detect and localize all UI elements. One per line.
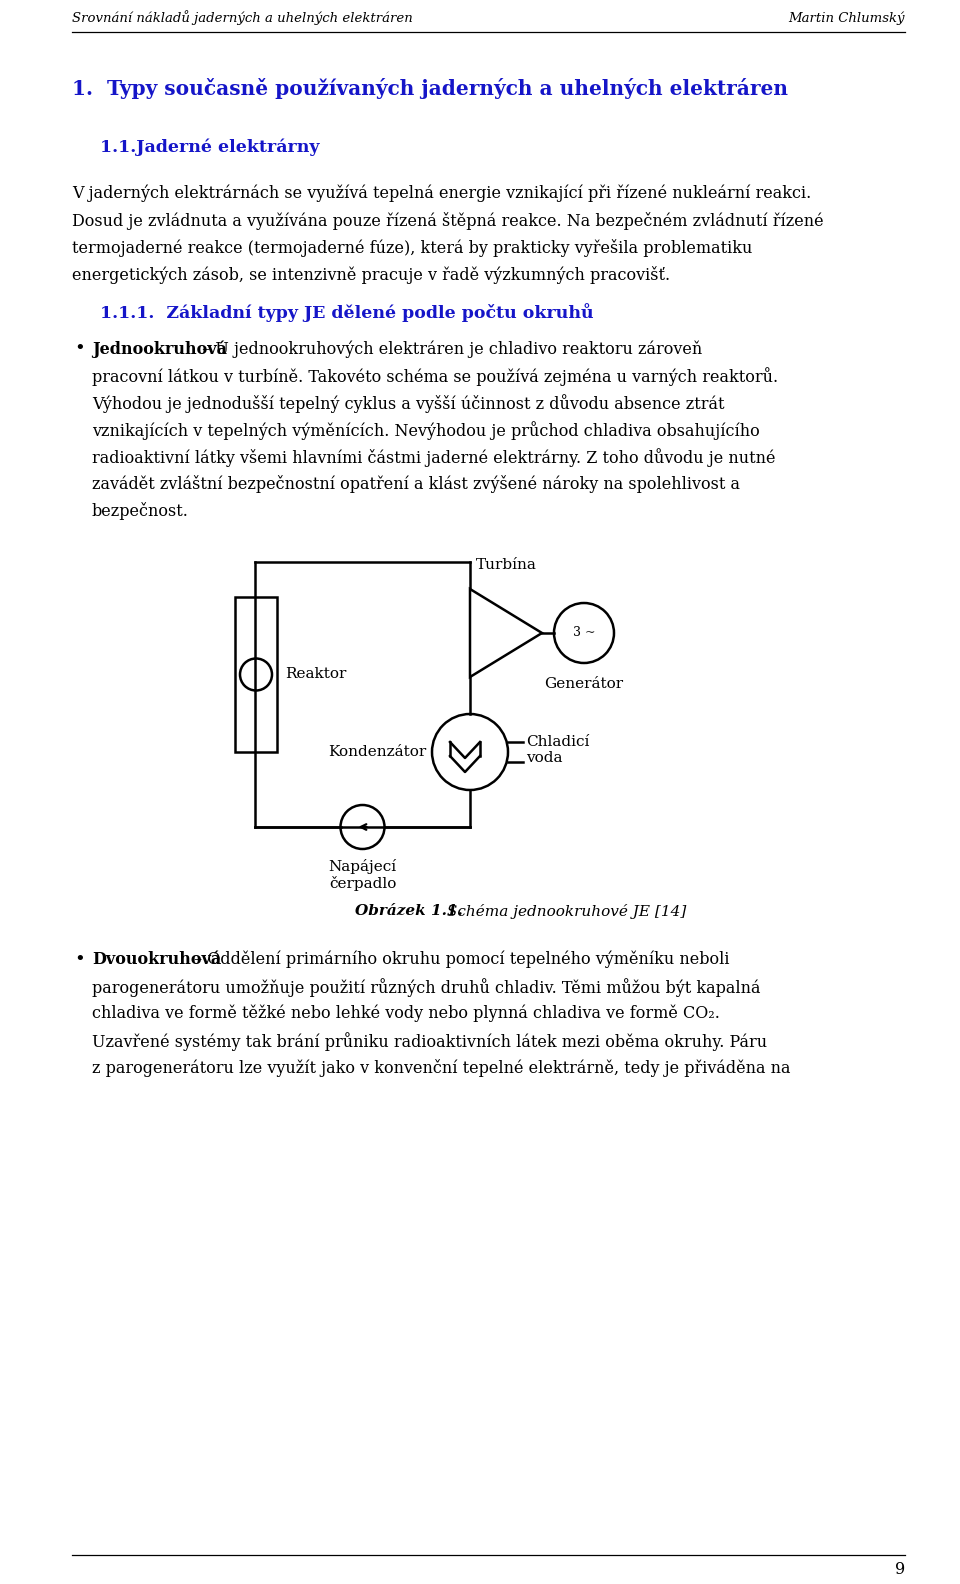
Text: – U jednookruhových elektráren je chladivo reaktoru zároveň: – U jednookruhových elektráren je chladi…	[198, 341, 703, 358]
Text: Kondenzátor: Kondenzátor	[327, 744, 426, 759]
Text: zavádět zvláštní bezpečnostní opatření a klást zvýšené nároky na spolehlivost a: zavádět zvláštní bezpečnostní opatření a…	[92, 475, 740, 493]
Text: •: •	[74, 950, 84, 969]
Text: Dvouokruhová: Dvouokruhová	[92, 950, 221, 968]
Text: vznikajících v tepelných výměnících. Nevýhodou je průchod chladiva obsahujícího: vznikajících v tepelných výměnících. Nev…	[92, 421, 759, 440]
Text: energetických zásob, se intenzivně pracuje v řadě výzkumných pracovišť.: energetických zásob, se intenzivně pracu…	[72, 266, 670, 284]
Bar	[235, 597, 277, 752]
Text: Martin Chlumský: Martin Chlumský	[788, 11, 905, 25]
Text: radioaktivní látky všemi hlavními částmi jaderné elektrárny. Z toho důvodu je nu: radioaktivní látky všemi hlavními částmi…	[92, 448, 776, 467]
Text: Generátor: Generátor	[544, 676, 624, 691]
Text: Schéma jednookruhové JE [14]: Schéma jednookruhové JE [14]	[442, 904, 686, 919]
Text: pracovní látkou v turbíně. Takovéto schéma se používá zejména u varných reaktorů: pracovní látkou v turbíně. Takovéto sché…	[92, 367, 779, 386]
Text: 9: 9	[895, 1562, 905, 1579]
Text: Chladicí
voda: Chladicí voda	[526, 735, 589, 765]
Text: parogenerátoru umožňuje použití různých druhů chladiv. Těmi můžou být kapalná: parogenerátoru umožňuje použití různých …	[92, 977, 760, 996]
Text: z parogenerátoru lze využít jako v konvenční tepelné elektrárně, tedy je přivádě: z parogenerátoru lze využít jako v konve…	[92, 1060, 790, 1077]
Text: termojaderné reakce (termojaderné fúze), která by prakticky vyřešila problematik: termojaderné reakce (termojaderné fúze),…	[72, 239, 753, 257]
Text: 1.1.Jaderné elektrárny: 1.1.Jaderné elektrárny	[100, 138, 320, 155]
Text: Reaktor: Reaktor	[285, 667, 347, 681]
Text: Napájecí
čerpadlo: Napájecí čerpadlo	[328, 859, 396, 892]
Text: Výhodou je jednodušší tepelný cyklus a vyšší účinnost z důvodu absence ztrát: Výhodou je jednodušší tepelný cyklus a v…	[92, 394, 725, 413]
Text: 3 ~: 3 ~	[573, 627, 595, 640]
Text: Srovnání nákladů jaderných a uhelných elektráren: Srovnání nákladů jaderných a uhelných el…	[72, 11, 413, 25]
Text: chladiva ve formě těžké nebo lehké vody nebo plynná chladiva ve formě CO₂.: chladiva ve formě těžké nebo lehké vody …	[92, 1004, 720, 1023]
Text: bezpečnost.: bezpečnost.	[92, 502, 189, 520]
Text: Dosud je zvládnuta a využívána pouze řízená štěpná reakce. Na bezpečném zvládnut: Dosud je zvládnuta a využívána pouze říz…	[72, 212, 824, 230]
Text: Uzavřené systémy tak brání průniku radioaktivních látek mezi oběma okruhy. Páru: Uzavřené systémy tak brání průniku radio…	[92, 1033, 767, 1050]
Circle shape	[341, 805, 385, 849]
Text: 1.1.1.  Základní typy JE dělené podle počtu okruhů: 1.1.1. Základní typy JE dělené podle poč…	[100, 303, 593, 322]
Text: 1.  Typy současně používaných jaderných a uhelných elektráren: 1. Typy současně používaných jaderných a…	[72, 78, 788, 98]
Text: Jednookruhová: Jednookruhová	[92, 341, 227, 358]
Text: – Oddělení primárního okruhu pomocí tepelného výměníku neboli: – Oddělení primárního okruhu pomocí tepe…	[189, 950, 730, 968]
Text: Obrázek 1.1.: Obrázek 1.1.	[355, 904, 463, 919]
Text: Turbína: Turbína	[475, 558, 537, 572]
Text: •: •	[74, 341, 84, 358]
Text: V jaderných elektrárnách se využívá tepelná energie vznikající při řízené nukleá: V jaderných elektrárnách se využívá tepe…	[72, 185, 811, 203]
Circle shape	[554, 604, 614, 664]
Circle shape	[432, 714, 508, 790]
